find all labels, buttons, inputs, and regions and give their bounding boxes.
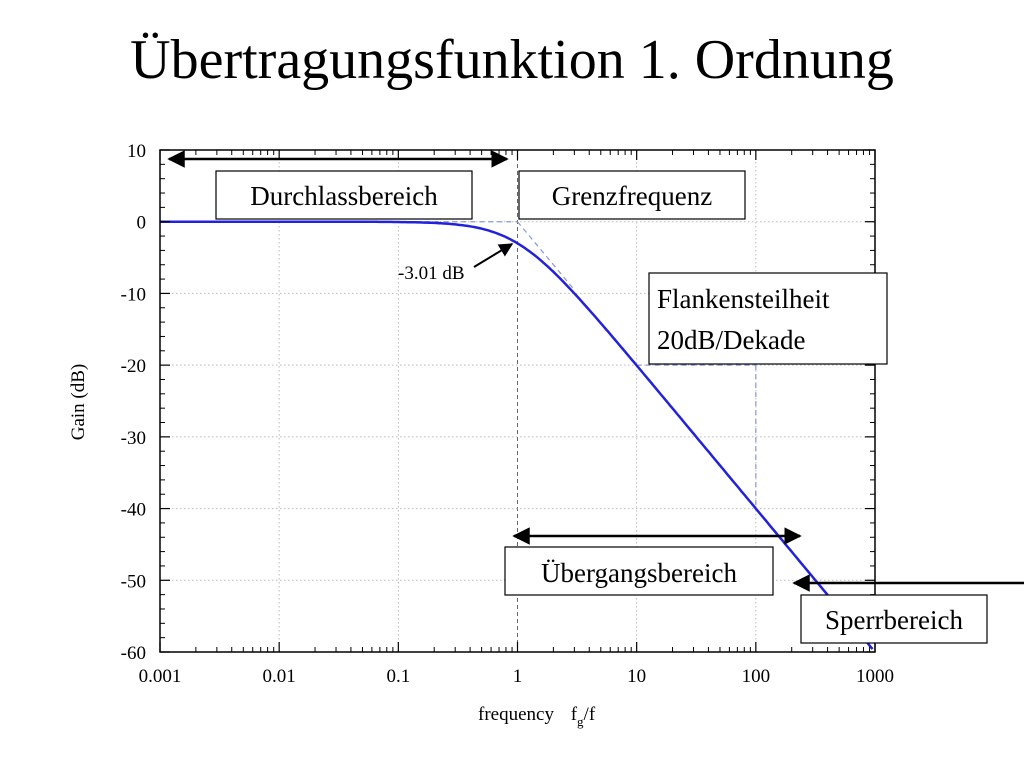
durchlass-label: Durchlassbereich — [250, 181, 438, 211]
data-point — [719, 465, 721, 467]
y-tick-label: -60 — [121, 643, 146, 664]
data-point — [574, 293, 576, 295]
y-tick-label: -50 — [121, 571, 146, 592]
slide-title: Übertragungsfunktion 1. Ordnung — [130, 29, 894, 91]
x-axis-title-f: f — [571, 704, 578, 725]
y-tick-label: 0 — [137, 213, 147, 234]
gain-curve — [160, 220, 874, 650]
x-axis-title-sub: g — [577, 714, 584, 729]
data-point — [812, 576, 814, 578]
data-point — [433, 222, 435, 224]
grenz-label: Grenzfrequenz — [552, 181, 712, 211]
minus3db-arrow — [473, 243, 514, 268]
x-tick-label: 100 — [742, 666, 771, 687]
minus3db-label: -3.01 dB — [398, 263, 465, 284]
data-point — [553, 271, 555, 273]
uebergang-box: Übergangsbereich — [504, 546, 774, 596]
x-axis-title-main: frequency — [478, 704, 554, 725]
data-point — [398, 221, 400, 223]
asymptote-slope — [517, 221, 575, 291]
x-tick-label: 1 — [513, 666, 523, 687]
data-point — [498, 233, 500, 235]
sperr-label: Sperrbereich — [825, 605, 963, 635]
flanke-box: Flankensteilheit 20dB/Dekade — [648, 272, 888, 365]
axis-ticks: 0.001 0.01 0.1 1 10 100 1000100-10-20-30-40-50… — [121, 141, 894, 687]
x-tick-label: 0.001 — [139, 666, 182, 687]
flanke-label-line2: 20dB/Dekade — [657, 325, 805, 355]
y-tick-label: -40 — [121, 500, 146, 521]
y-tick-label: -30 — [121, 428, 146, 449]
durchlass-box: Durchlassbereich — [215, 170, 473, 220]
data-point — [791, 551, 793, 553]
x-axis-title: frequency fg/f — [478, 704, 596, 729]
data-point — [600, 322, 602, 324]
y-tick-label: 10 — [127, 141, 146, 162]
data-point — [362, 221, 364, 223]
data-point — [278, 221, 280, 223]
uebergang-label: Übergangsbereich — [541, 558, 737, 588]
grenz-box: Grenzfrequenz — [518, 170, 746, 220]
data-point — [454, 224, 456, 226]
flanke-label-line1: Flankensteilheit — [657, 284, 830, 314]
sperr-box: Sperrbereich — [800, 594, 988, 644]
data-point — [481, 228, 483, 230]
data-point — [538, 258, 540, 260]
data-point — [617, 343, 619, 345]
y-axis-title: Gain (dB) — [68, 364, 89, 441]
gain-curve-group — [160, 220, 874, 650]
x-tick-label: 10 — [627, 666, 646, 687]
x-axis-title-tail: /f — [584, 704, 596, 725]
data-point — [755, 508, 757, 510]
data-point — [517, 243, 519, 245]
data-point — [672, 408, 674, 410]
x-tick-label: 0.01 — [263, 666, 296, 687]
x-tick-label: 1000 — [856, 666, 894, 687]
y-tick-label: -10 — [121, 284, 146, 305]
x-tick-label: 0.1 — [386, 666, 410, 687]
data-point — [636, 365, 638, 367]
y-tick-label: -20 — [121, 356, 146, 377]
